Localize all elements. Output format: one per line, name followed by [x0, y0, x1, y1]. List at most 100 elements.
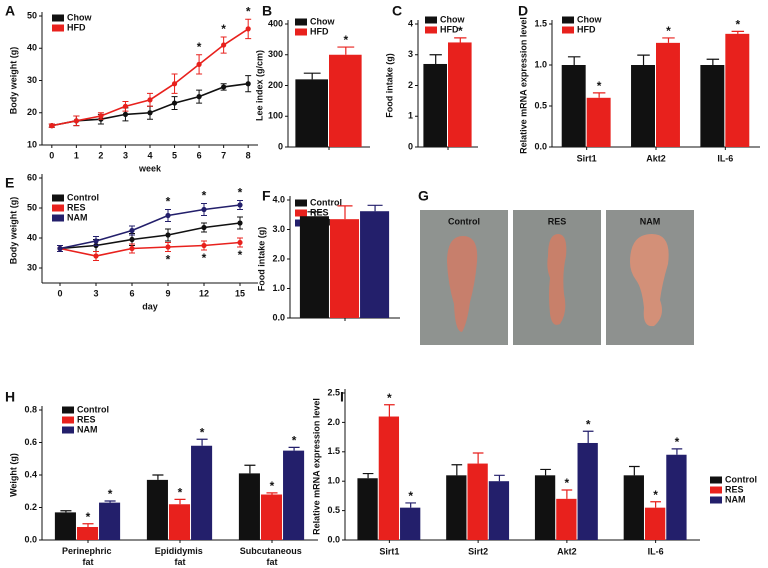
y-tick-label: 0.0 [534, 141, 547, 151]
bar [360, 211, 390, 318]
point [237, 220, 243, 226]
y-axis-label: Food intake (g) [384, 53, 394, 118]
error-bar [429, 54, 442, 64]
bar [238, 473, 260, 540]
x-tick-label: Akt2 [646, 153, 666, 163]
error-bar [662, 37, 675, 43]
y-tick-label: 0.5 [534, 100, 547, 110]
bar [623, 475, 644, 540]
y-tick-label: 0.0 [24, 534, 37, 544]
x-tick-label: 5 [172, 150, 177, 160]
bar [299, 216, 329, 318]
panel-label: I [340, 389, 344, 405]
bar [700, 65, 725, 147]
panel-label: G [418, 188, 429, 204]
bar [146, 479, 168, 540]
annotation: * [238, 248, 243, 262]
legend-swatch [295, 28, 307, 36]
y-tick-label: 1.0 [272, 283, 285, 293]
annotation: * [166, 253, 171, 267]
y-axis-label: Body weight (g) [8, 47, 18, 115]
y-tick-label: 400 [268, 18, 283, 28]
y-tick-label: 1.5 [534, 18, 547, 28]
point [49, 123, 55, 129]
y-tick-label: 200 [268, 80, 283, 90]
x-tick-label: 12 [199, 288, 209, 298]
point [129, 227, 135, 234]
x-tick-label: 4 [147, 150, 152, 160]
error-bar [451, 464, 463, 476]
error-bar [174, 498, 186, 505]
legend-swatch [425, 26, 437, 34]
x-tick-label: 9 [165, 288, 170, 298]
legend-swatch [52, 204, 64, 212]
annotation: * [565, 476, 570, 490]
y-tick-label: 10 [27, 139, 37, 149]
point [196, 61, 202, 67]
x-tick-label: 7 [221, 150, 226, 160]
x-tick-label: Epididymis fat [155, 546, 206, 567]
x-tick-label: Sirt2 [468, 546, 488, 556]
point [165, 244, 171, 250]
legend-label: Control [77, 404, 109, 414]
legend-label: HFD [67, 22, 86, 32]
y-tick-label: 40 [27, 232, 37, 242]
panel-label: C [392, 3, 402, 19]
annotation: * [653, 488, 658, 502]
bar [99, 502, 121, 540]
point [171, 100, 178, 106]
y-tick-label: 0 [408, 141, 413, 151]
point [245, 26, 251, 32]
point [93, 238, 99, 244]
error-bar [60, 510, 72, 513]
error-bar [337, 205, 353, 220]
annotation: * [408, 489, 413, 503]
annotation: * [197, 40, 202, 54]
legend-swatch [562, 26, 574, 34]
bar [577, 442, 598, 540]
y-tick-label: 3 [408, 49, 413, 59]
bar [76, 527, 99, 540]
annotation: * [292, 434, 297, 448]
point [165, 232, 171, 238]
annotation: * [108, 487, 113, 501]
image-label: NAM [640, 216, 661, 226]
point [122, 111, 129, 117]
y-tick-label: 2.0 [327, 417, 340, 427]
legend-swatch [62, 416, 74, 424]
error-bar [367, 204, 383, 212]
bar [448, 42, 472, 148]
bar [378, 416, 400, 540]
panel-label: B [262, 3, 272, 19]
annotation: * [200, 425, 205, 439]
y-axis-label: Body weight (g) [8, 197, 18, 265]
legend-label: Control [67, 192, 99, 202]
x-tick-label: 3 [123, 150, 128, 160]
image-label: Control [448, 216, 480, 226]
chart: D 0.0 0.5 1.0 1.5 Relative mRNA expression le… [518, 3, 760, 163]
bar [644, 507, 666, 540]
point [129, 236, 135, 243]
bar [446, 475, 467, 540]
error-bar [362, 472, 374, 479]
y-axis-label: Weight (g) [8, 453, 18, 497]
y-tick-label: 30 [27, 262, 37, 272]
legend-label: NAM [67, 212, 88, 222]
panel-label: F [262, 188, 271, 204]
y-tick-label: 0.8 [24, 404, 37, 414]
y-tick-label: 2.0 [272, 253, 285, 263]
error-bar [82, 523, 94, 527]
y-tick-label: 100 [268, 111, 283, 121]
point [122, 103, 129, 109]
legend-swatch [710, 486, 722, 494]
point [98, 113, 104, 119]
legend-label: RES [67, 202, 86, 212]
point [237, 202, 243, 208]
error-bar [561, 489, 573, 499]
annotation: * [675, 435, 680, 449]
point [201, 206, 207, 213]
